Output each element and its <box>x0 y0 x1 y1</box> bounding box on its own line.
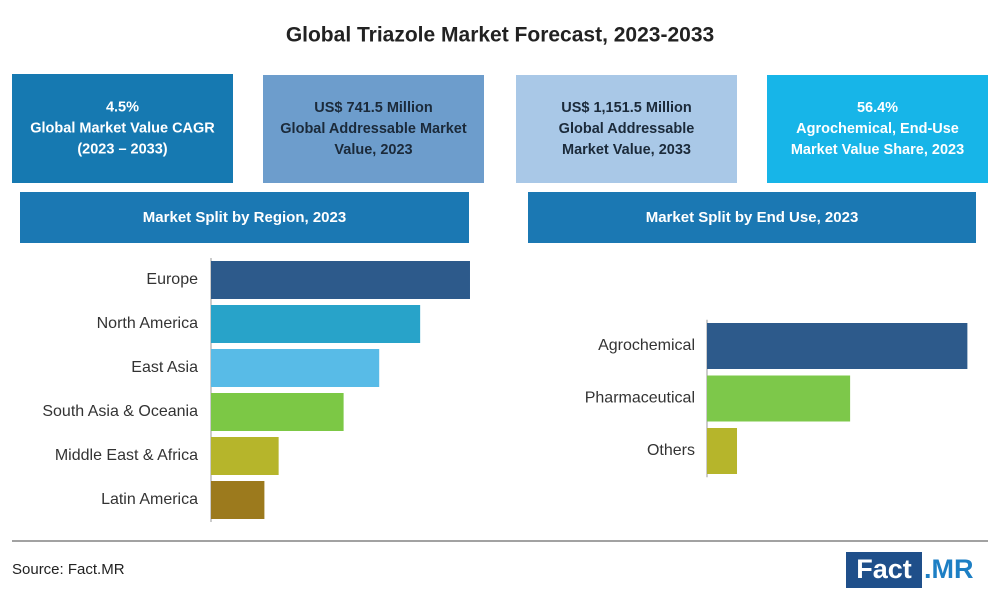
stat-text: Market Value, 2033 <box>562 142 691 158</box>
bar <box>211 349 380 387</box>
stat-text: Agrochemical, End-Use <box>796 121 959 137</box>
stat-text: US$ 1,151.5 Million <box>561 100 692 116</box>
bar <box>707 375 851 422</box>
category-label: Others <box>647 442 695 459</box>
stat-text: Global Market Value CAGR <box>30 120 215 136</box>
logo-box <box>846 552 922 588</box>
stat-text: 56.4% <box>857 100 898 116</box>
bar <box>211 261 470 299</box>
stat-box <box>767 75 988 183</box>
bar <box>211 481 265 519</box>
bar <box>707 323 968 369</box>
category-label: Pharmaceutical <box>585 390 695 407</box>
stat-box <box>263 75 484 183</box>
category-label: South Asia & Oceania <box>42 403 198 420</box>
category-label: Latin America <box>101 491 198 508</box>
stat-text: US$ 741.5 Million <box>314 100 432 116</box>
source: Source: Fact.MR <box>12 561 125 578</box>
logo-right: .MR <box>924 554 974 584</box>
bar <box>211 393 344 431</box>
chart-title: Market Split by End Use, 2023 <box>646 209 859 226</box>
category-label: Europe <box>146 271 198 288</box>
logo-left: Fact <box>856 554 912 584</box>
bar <box>707 428 738 474</box>
chart-header <box>528 192 976 243</box>
stat-text: Value, 2023 <box>334 142 412 158</box>
category-label: Agrochemical <box>598 337 695 354</box>
category-label: Middle East & Africa <box>55 447 198 464</box>
stat-text: 4.5% <box>106 99 139 115</box>
stat-text: Global Addressable <box>559 121 695 137</box>
stat-box <box>516 75 737 183</box>
stat-text: Global Addressable Market <box>280 121 467 137</box>
category-label: North America <box>97 315 198 332</box>
bar <box>211 437 279 475</box>
category-label: East Asia <box>131 359 198 376</box>
title: Global Triazole Market Forecast, 2023-20… <box>286 24 714 47</box>
chart-title: Market Split by Region, 2023 <box>143 209 346 226</box>
chart-header <box>20 192 469 243</box>
stat-text: Market Value Share, 2023 <box>791 142 964 158</box>
bar <box>211 305 421 343</box>
stat-box <box>12 74 233 183</box>
stat-text: (2023 – 2033) <box>77 141 167 157</box>
